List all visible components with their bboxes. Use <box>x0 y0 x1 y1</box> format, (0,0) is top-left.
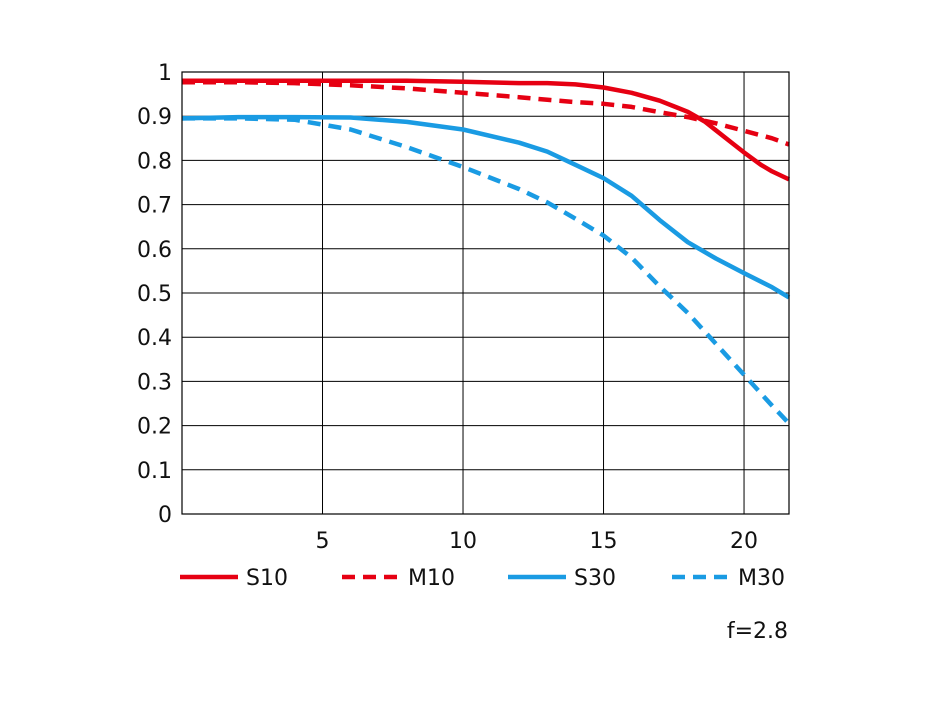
legend-label-s30: S30 <box>574 566 616 591</box>
y-tick-label: 0.3 <box>137 370 172 395</box>
plot-frame <box>181 71 790 515</box>
series-line-m10 <box>182 79 790 147</box>
x-tick-label: 15 <box>590 529 618 554</box>
y-tick-label: 1 <box>158 61 172 86</box>
aperture-annotation: f=2.8 <box>727 619 788 644</box>
y-tick-label: 0.8 <box>137 149 172 174</box>
y-tick-label: 0.2 <box>137 415 172 440</box>
y-tick-label: 0 <box>158 503 172 528</box>
y-tick-label: 0.1 <box>137 459 172 484</box>
x-tick-label: 20 <box>730 529 758 554</box>
series-line-s30 <box>181 114 791 300</box>
series-layer <box>181 78 791 425</box>
legend: S10 M10 S30 M30 <box>180 566 785 591</box>
grid-layer <box>182 71 789 515</box>
series-line-m30 <box>182 116 791 425</box>
legend-label-m30: M30 <box>738 566 785 591</box>
x-tick-label: 10 <box>449 529 477 554</box>
axis-layer: 00.10.20.30.40.50.60.70.80.915 10 15 20 <box>137 61 790 554</box>
y-tick-label: 0.9 <box>137 105 172 130</box>
y-tick-label: 0.7 <box>137 194 172 219</box>
x-tick-label: 5 <box>316 529 330 554</box>
legend-label-m10: M10 <box>408 566 455 591</box>
y-tick-label: 0.5 <box>137 282 172 307</box>
y-tick-label: 0.6 <box>137 238 172 263</box>
legend-label-s10: S10 <box>246 566 288 591</box>
series-line-s10 <box>182 78 790 182</box>
y-tick-label: 0.4 <box>137 326 172 351</box>
